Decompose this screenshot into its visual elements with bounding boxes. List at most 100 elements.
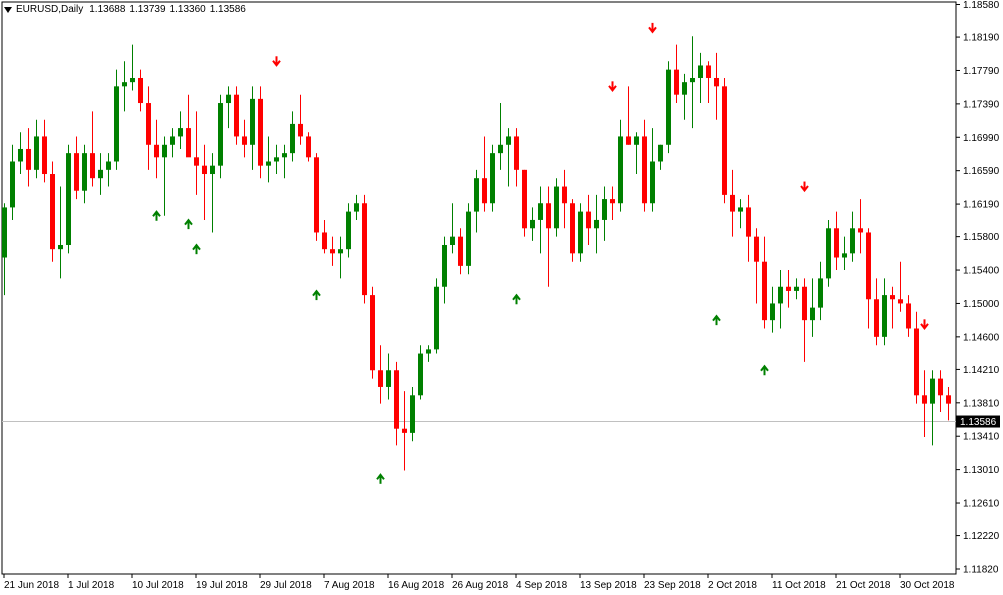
- arrow-down-icon: [272, 56, 281, 67]
- y-tick-label: 1.13010: [963, 465, 1000, 476]
- candle-body: [770, 303, 775, 321]
- high-value: 1.13739: [129, 4, 166, 15]
- y-tick-label: 1.16190: [963, 200, 1000, 211]
- candle-body: [738, 207, 743, 212]
- candle-body: [914, 328, 919, 396]
- dropdown-triangle-icon[interactable]: [4, 6, 12, 13]
- low-value: 1.13360: [169, 4, 206, 15]
- candle-body: [762, 261, 767, 321]
- candle-body: [474, 178, 479, 212]
- candle-body: [186, 128, 191, 158]
- open-value: 1.13688: [89, 4, 126, 15]
- candle-body: [930, 378, 935, 404]
- candle-body: [826, 228, 831, 279]
- candle-body: [378, 370, 383, 387]
- y-tick-label: 1.13410: [963, 432, 1000, 443]
- candle-body: [682, 82, 687, 95]
- y-tick-label: 1.17390: [963, 99, 1000, 110]
- candle-body: [138, 77, 143, 104]
- arrow-up-icon: [760, 364, 769, 376]
- candle-body: [610, 199, 615, 204]
- candle-body: [498, 144, 503, 154]
- candle-body: [322, 232, 327, 250]
- candle-body: [514, 136, 519, 170]
- arrow-down-icon: [608, 81, 617, 92]
- current-price-box: [956, 415, 1000, 428]
- candle-body: [538, 203, 543, 220]
- candle-body: [650, 161, 655, 204]
- candle-body: [594, 219, 599, 229]
- candle-body: [714, 77, 719, 87]
- candle-body: [154, 144, 159, 158]
- candle-body: [218, 103, 223, 166]
- candle-body: [10, 161, 15, 208]
- candle-body: [290, 123, 295, 154]
- symbol-label: EURUSD,Daily: [16, 4, 84, 16]
- candle-body: [522, 169, 527, 229]
- candle-body: [626, 136, 631, 145]
- candle-body: [18, 148, 23, 162]
- candle-body: [482, 178, 487, 204]
- x-tick-label: 11 Oct 2018: [772, 580, 826, 591]
- candle-body: [642, 136, 647, 204]
- candle-body: [106, 161, 111, 170]
- candle-body: [850, 228, 855, 254]
- candle-body: [634, 136, 639, 145]
- candle-body: [722, 86, 727, 195]
- candle-body: [130, 77, 135, 83]
- candle-body: [946, 395, 951, 404]
- candle-body: [82, 153, 87, 191]
- y-tick-label: 1.14600: [963, 332, 1000, 343]
- candle-body: [554, 186, 559, 229]
- candle-body: [546, 203, 551, 229]
- candle-body: [194, 157, 199, 166]
- candle-body: [266, 161, 271, 166]
- chart-header: EURUSD,Daily 1.13688 1.13739 1.13360 1.13586: [4, 4, 250, 15]
- candle-body: [74, 153, 79, 191]
- candle-body: [442, 244, 447, 287]
- candle-body: [810, 307, 815, 321]
- y-tick-label: 1.17790: [963, 66, 1000, 77]
- candle-body: [146, 103, 151, 145]
- x-tick-label: 26 Aug 2018: [452, 580, 509, 591]
- candle-body: [658, 144, 663, 162]
- x-tick-label: 1 Jul 2018: [68, 580, 115, 591]
- x-tick-label: 13 Sep 2018: [580, 580, 637, 591]
- y-tick-label: 1.16590: [963, 166, 1000, 177]
- plot-frame: [1, 1, 957, 575]
- candle-body: [274, 157, 279, 162]
- candle-body: [426, 349, 431, 354]
- current-price-label: 1.13586: [960, 417, 997, 428]
- candle-body: [906, 303, 911, 329]
- candle-body: [402, 428, 407, 433]
- candle-body: [418, 353, 423, 396]
- y-tick-label: 1.18190: [963, 33, 1000, 44]
- arrow-down-icon: [800, 181, 809, 193]
- candle-body: [922, 395, 927, 404]
- candle-body: [98, 169, 103, 179]
- x-tick-label: 21 Oct 2018: [836, 580, 891, 591]
- candle-body: [490, 153, 495, 204]
- candle-body: [754, 236, 759, 262]
- candle-body: [50, 174, 55, 250]
- candle-body: [234, 94, 239, 137]
- candle-body: [570, 203, 575, 254]
- candle-body: [530, 219, 535, 229]
- x-tick-label: 30 Oct 2018: [900, 580, 955, 591]
- candle-body: [410, 395, 415, 433]
- candle-body: [938, 378, 943, 396]
- y-tick-label: 1.12220: [963, 531, 1000, 542]
- candle-body: [746, 207, 751, 237]
- y-tick-label: 1.15400: [963, 266, 1000, 277]
- candle-body: [210, 165, 215, 175]
- candle-body: [898, 299, 903, 304]
- candle-body: [586, 211, 591, 229]
- candle-body: [506, 136, 511, 145]
- arrow-up-icon: [192, 243, 201, 255]
- candle-body: [578, 211, 583, 254]
- candle-body: [258, 98, 263, 166]
- candle-body: [858, 228, 863, 233]
- candle-body: [802, 286, 807, 321]
